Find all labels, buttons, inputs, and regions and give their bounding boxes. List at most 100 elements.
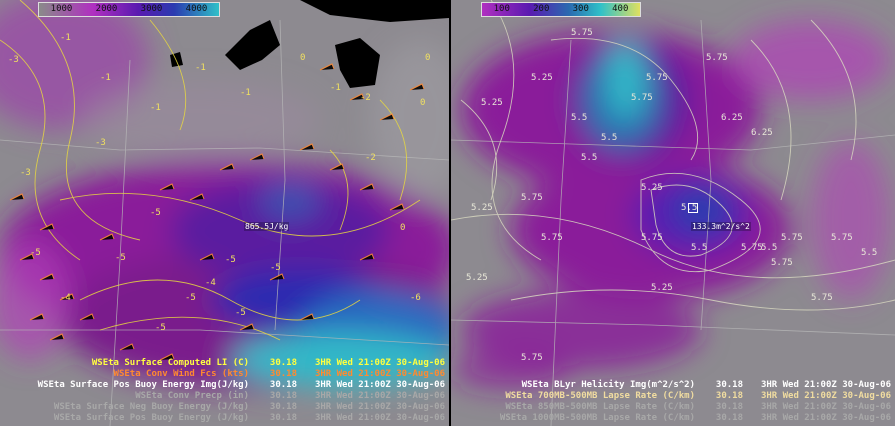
legend-row[interactable]: WSEta Conv Wind Fcs (kts) 30.18 3HR Wed 21…: [0, 369, 445, 380]
legend-product: WSEta Surface Neg Buoy Energy (J/kg): [53, 402, 249, 412]
contour-label: 5.25: [641, 183, 663, 193]
contour-label: -6: [410, 293, 421, 303]
legend-product: WSEta Conv Wind Fcs (kts): [113, 369, 249, 379]
contour-label: 5.75: [831, 233, 853, 243]
legend-row[interactable]: WSEta Conv Precp (in) 30.18 3HR Wed 21:00Z…: [0, 391, 445, 402]
right-helicity-field: 5.755.255.25 5.755.55.755.55.55.255.755.2…: [451, 0, 895, 426]
contour-label: 5.75: [646, 73, 668, 83]
contour-label: 5.75: [741, 243, 763, 253]
contour-label: -5: [270, 263, 281, 273]
contour-label: 5.75: [521, 193, 543, 203]
left-colorbar-tick: 4000: [185, 4, 208, 14]
contour-label: 5.25: [651, 283, 673, 293]
contour-label: 5.5: [761, 243, 777, 253]
legend-product: WSEta Conv Precp (in): [135, 391, 249, 401]
legend-time: 3HR Wed 21:00Z 30-Aug-06: [760, 402, 891, 412]
legend-row[interactable]: WSEta 1000MB-500MB Lapse Rate (C/km) 30.1…: [451, 413, 891, 424]
legend-value: 30.18: [269, 402, 297, 412]
right-colorbar: 100 200 300 400: [481, 2, 641, 17]
right-colorbar-tick: 400: [612, 4, 629, 14]
contour-label: -4: [60, 293, 71, 303]
legend-product: WSEta 850MB-500MB Lapse Rate (C/km): [505, 402, 695, 412]
legend-value: 30.18: [269, 391, 297, 401]
panel-divider: [449, 0, 451, 426]
left-colorbar: 1000 2000 3000 4000: [38, 2, 220, 17]
legend-value: 30.18: [269, 358, 297, 368]
legend-product: WSEta Surface Computed LI (C): [91, 358, 249, 368]
contour-label: -2: [365, 153, 376, 163]
legend-product: WSEta Surface Pos Buoy Energy Img(J/kg): [37, 380, 249, 390]
right-map-panel[interactable]: 5.75 5.25 5.25 5.75 5.5 5.75 5.5 5.5 5.25 5.75 5.2…: [451, 0, 895, 426]
legend-value: 30.18: [715, 380, 743, 390]
contour-label: -1: [60, 33, 71, 43]
right-legend: WSEta BLyr Helicity Img(m^2/s^2) 30.18 3HR…: [451, 378, 895, 426]
legend-value: 30.18: [715, 413, 743, 423]
legend-row[interactable]: WSEta Surface Computed LI (C) 30.18 3HR We…: [0, 358, 445, 369]
right-colorbar-tick: 300: [572, 4, 589, 14]
contour-label: 5.5: [691, 243, 707, 253]
contour-label: 0: [400, 223, 405, 233]
left-sample-readout: 865.5J/kg: [244, 222, 290, 231]
contour-label: -1: [330, 83, 341, 93]
legend-row[interactable]: WSEta Surface Pos Buoy Energy (J/kg) 30.1…: [0, 413, 445, 424]
contour-label: -5: [150, 208, 161, 218]
right-sample-readout: 133.3m^2/s^2: [691, 222, 751, 231]
contour-label: 5.5: [571, 113, 587, 123]
legend-value: 30.18: [269, 413, 297, 423]
legend-time: 3HR Wed 21:00Z 30-Aug-06: [314, 413, 445, 423]
contour-label: -3: [8, 55, 19, 65]
contour-label: -3: [20, 168, 31, 178]
contour-label: 5.25: [481, 98, 503, 108]
contour-label: 0: [300, 53, 305, 63]
contour-label: -3: [95, 138, 106, 148]
left-cape-field: -3-1-1-1-1-1-3-2 0-2-5-5 -5 -5-5-5-5-4-6-5-…: [0, 0, 449, 426]
legend-product: WSEta BLyr Helicity Img(m^2/s^2): [521, 380, 695, 390]
legend-row[interactable]: WSEta 850MB-500MB Lapse Rate (C/km) 30.18…: [451, 402, 891, 413]
legend-product: WSEta 700MB-500MB Lapse Rate (C/km): [505, 391, 695, 401]
left-colorbar-tick: 1000: [50, 4, 73, 14]
contour-label: 0: [420, 98, 425, 108]
legend-row[interactable]: WSEta Surface Pos Buoy Energy Img(J/kg) 3…: [0, 380, 445, 391]
contour-label: 6.25: [721, 113, 743, 123]
contour-label: 5.75: [571, 28, 593, 38]
contour-label: 5.75: [706, 53, 728, 63]
contour-label: 5.5: [681, 203, 697, 213]
contour-label: -1: [240, 88, 251, 98]
legend-time: 3HR Wed 21:00Z 30-Aug-06: [314, 391, 445, 401]
left-map-panel[interactable]: -3 -1 -1 -1 -1 -1 -3 -2 0 -2 -5 -5 -5 -5 -5 -5 -5 -4 -6 -5-…: [0, 0, 449, 426]
legend-value: 30.18: [269, 369, 297, 379]
legend-time: 3HR Wed 21:00Z 30-Aug-06: [314, 402, 445, 412]
legend-value: 30.18: [269, 380, 297, 390]
contour-label: -5: [185, 293, 196, 303]
contour-label: 5.25: [531, 73, 553, 83]
sample-cursor[interactable]: [688, 203, 698, 213]
contour-label: -1: [100, 73, 111, 83]
contour-label: -5: [30, 248, 41, 258]
legend-product: WSEta 1000MB-500MB Lapse Rate (C/km): [499, 413, 695, 423]
contour-label: 6.25: [751, 128, 773, 138]
contour-label: 5.75: [781, 233, 803, 243]
contour-label: -5: [155, 323, 166, 333]
contour-label: 5.75: [631, 93, 653, 103]
contour-label: 5.25: [466, 273, 488, 283]
contour-label: 5.5: [861, 248, 877, 258]
contour-label: -5: [235, 308, 246, 318]
contour-label: 5.75: [541, 233, 563, 243]
legend-time: 3HR Wed 21:00Z 30-Aug-06: [314, 369, 445, 379]
left-legend: WSEta Surface Computed LI (C) 30.18 3HR We…: [0, 356, 449, 426]
contour-label: -2: [360, 93, 371, 103]
left-colorbar-tick: 2000: [95, 4, 118, 14]
contour-label: -1: [150, 103, 161, 113]
legend-time: 3HR Wed 21:00Z 30-Aug-06: [760, 380, 891, 390]
legend-row[interactable]: WSEta Surface Neg Buoy Energy (J/kg) 30.1…: [0, 402, 445, 413]
contour-label: -5: [225, 255, 236, 265]
contour-label: 5.25: [471, 203, 493, 213]
contour-label: -1: [195, 63, 206, 73]
legend-value: 30.18: [715, 402, 743, 412]
right-colorbar-tick: 100: [493, 4, 510, 14]
legend-row[interactable]: WSEta BLyr Helicity Img(m^2/s^2) 30.18 3HR…: [451, 380, 891, 391]
contour-label: 5.5: [601, 133, 617, 143]
contour-label: 5.75: [641, 233, 663, 243]
contour-label: 5.5: [581, 153, 597, 163]
legend-row[interactable]: WSEta 700MB-500MB Lapse Rate (C/km) 30.18…: [451, 391, 891, 402]
